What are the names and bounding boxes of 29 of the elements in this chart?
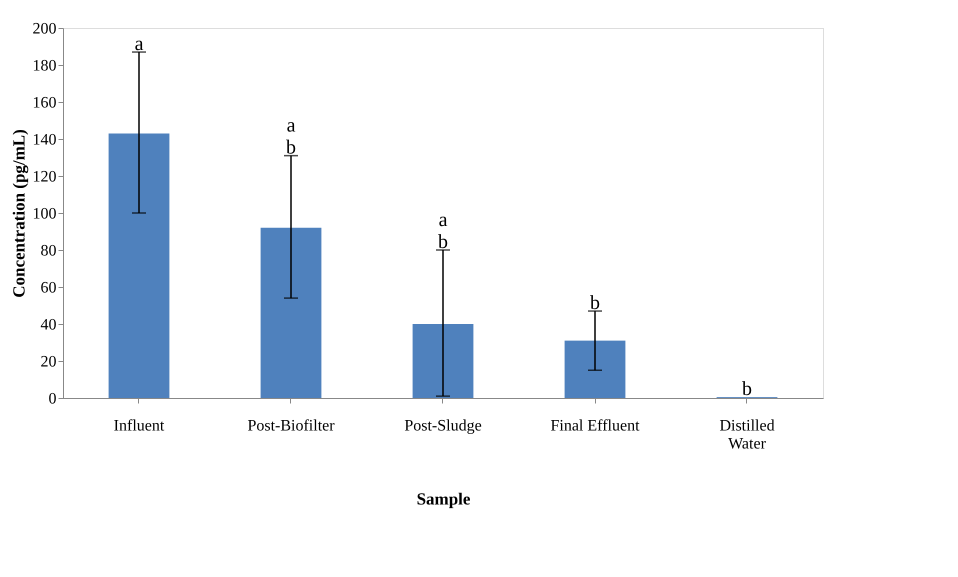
annotation: b: [742, 378, 752, 400]
x-tick-label: Influent: [114, 418, 165, 434]
bar: [108, 133, 170, 398]
y-tick-label: 180: [32, 58, 56, 74]
annotation: b: [286, 136, 296, 159]
x-tick-label: Post-Biofilter: [247, 418, 336, 434]
y-axis-title: Concentration (pg/mL): [10, 129, 28, 298]
annotation: a: [134, 33, 144, 56]
bar: [564, 340, 626, 398]
bar: [412, 324, 474, 398]
y-tick-label: 200: [32, 20, 56, 38]
x-axis-title: Sample: [416, 490, 471, 508]
annotation: a: [438, 209, 448, 231]
y-tick-label: 40: [40, 316, 56, 334]
annotation: b: [590, 292, 600, 314]
bar: [260, 228, 322, 398]
y-tick-label: 160: [32, 94, 56, 112]
y-tick-label: 100: [32, 206, 56, 222]
y-tick-label: 80: [40, 242, 56, 260]
x-tick-label: Final Effluent: [550, 418, 640, 434]
y-tick-label: 20: [40, 354, 56, 370]
annotation: a: [286, 114, 296, 137]
annotation: b: [438, 231, 448, 253]
y-tick-label: 120: [32, 168, 56, 186]
x-tick-label: Distilled Water: [719, 418, 775, 452]
y-tick-label: 60: [40, 280, 56, 296]
y-tick-label: 140: [32, 132, 56, 148]
x-tick-label: Post-Sludge: [404, 418, 482, 434]
y-tick-label: 0: [48, 390, 56, 408]
